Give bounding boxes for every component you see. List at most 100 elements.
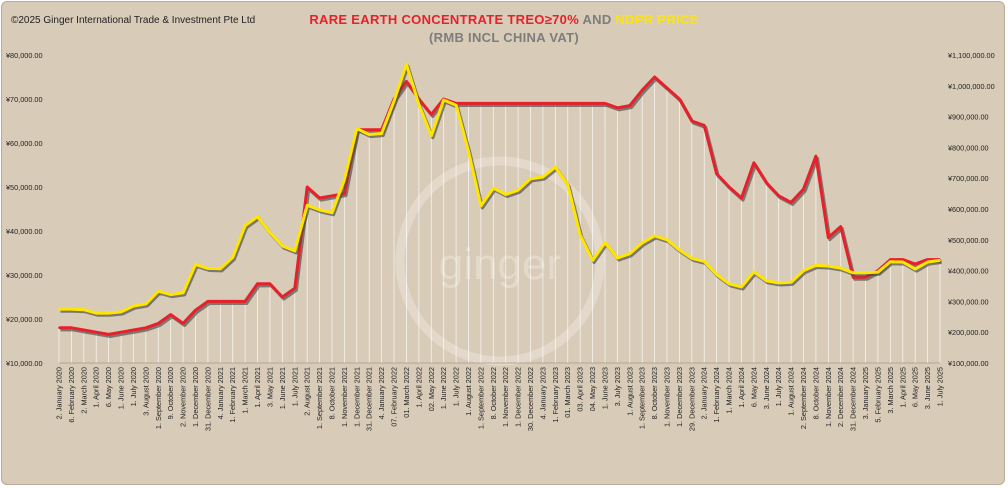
y-right-tick-label: ¥300,000.00 [948,297,989,306]
ndpr-point [703,260,706,263]
x-tick-label: 1. June 2023 [600,367,609,409]
x-tick-label: 1. June 2021 [278,367,287,409]
x-tick-label: 1. September 2021 [315,367,324,429]
x-tick-label: 3. May 2021 [265,367,274,407]
y-right-tick-label: ¥600,000.00 [948,205,989,214]
treo-point [256,282,259,285]
ndpr-point [740,286,743,288]
x-tick-label: 1. April 2020 [92,367,101,408]
ndpr-point [442,99,445,101]
treo-point [269,282,271,285]
ndpr-point [752,270,755,273]
ndpr-point [914,268,917,270]
treo-point [554,102,557,105]
ndpr-point [231,256,234,259]
ndpr-point [653,234,656,237]
ndpr-point [517,189,520,192]
treo-point [690,120,693,122]
x-tick-label: 1. June 2022 [439,367,448,409]
treo-point [641,89,644,92]
ndpr-point [604,241,606,244]
y-right-tick-label: ¥200,000.00 [948,328,989,337]
ndpr-point [306,204,309,207]
treo-point [604,102,606,105]
y-right-tick-label: ¥100,000.00 [948,359,989,368]
y-axis-right: ¥100,000.00 ¥200,000.00 ¥300,000.00 ¥400,00… [948,51,995,368]
x-tick-label: 3. June 2024 [762,367,771,409]
treo-point [479,102,482,105]
ndpr-point [405,63,408,66]
ndpr-point [343,178,346,181]
treo-point [777,194,780,197]
treo-point [144,326,147,329]
x-tick-label: 6. February 2020 [67,367,76,423]
x-tick-label: 1. November 2023 [663,367,672,427]
x-tick-label: 1. March 2021 [241,367,250,414]
x-tick-label: 01. March 2023 [563,367,572,418]
ndpr-point [889,260,892,263]
treo-point [566,102,569,105]
x-tick-label: 3. March 2025 [886,367,895,414]
x-tick-label: 1. February 2024 [712,367,721,423]
ndpr-point [579,234,582,237]
ndpr-point [244,224,247,227]
treo-point [529,102,532,105]
treo-point [728,186,730,188]
ndpr-point [790,281,792,284]
watermark-ring [395,156,605,366]
ndpr-point [852,271,855,274]
treo-point [815,155,817,158]
ndpr-point [281,245,284,247]
y-left-tick-label: ¥50,000.00 [6,183,43,192]
ndpr-point [641,241,644,244]
ndpr-point [728,282,730,285]
x-tick-label: 2. August 2021 [303,367,312,416]
treo-point [889,258,892,261]
x-tick-label: 1. December 2022 [514,367,523,427]
ndpr-point [765,279,768,282]
y-left-tick-label: ¥70,000.00 [6,95,43,104]
x-tick-label: 31. December 2021 [365,367,374,431]
treo-point [765,181,768,184]
title-and: AND [579,12,616,27]
x-tick-label: 1. November 2024 [824,367,833,427]
y-right-tick-label: ¥500,000.00 [948,236,989,245]
watermark-text: ginger [439,240,561,289]
treo-point [405,80,408,83]
ndpr-point [256,215,259,218]
x-tick-label: 8. October 2024 [811,367,820,419]
x-tick-label: 02. May 2022 [427,367,436,411]
x-tick-label: 2. December 2024 [836,367,845,427]
treo-point [492,102,495,105]
ndpr-point [591,259,594,262]
ndpr-point [157,290,160,293]
x-tick-label: 2. January 2024 [700,367,709,419]
y-right-tick-label: ¥700,000.00 [948,174,989,183]
x-tick-label: 1. August 2022 [464,367,473,416]
treo-point [653,76,656,78]
ndpr-point [430,134,433,137]
x-tick-label: 01. March 2022 [402,367,411,418]
treo-point [852,276,855,279]
ndpr-point [331,211,333,214]
x-tick-label: 4. January 2021 [216,367,225,419]
x-tick-label: 8. October 2021 [327,367,336,419]
treo-point [70,326,73,329]
ginger-watermark: ginger [395,156,605,366]
x-tick-label: 2. September 2024 [799,367,808,429]
x-tick-label: 1. August 2023 [625,367,634,416]
x-tick-label: 1. April 2025 [898,367,907,408]
treo-point [368,128,371,131]
treo-point [281,296,284,298]
series-shadow [60,77,942,338]
ndpr-point [690,257,693,260]
treo-point [467,102,470,105]
copyright-text: ©2025 Ginger International Trade & Inves… [11,15,256,26]
y-left-tick-label: ¥10,000.00 [6,359,43,368]
x-tick-label: 6. May 2020 [104,367,113,407]
x-tick-label: 1. July 2024 [774,367,783,406]
ndpr-point [864,271,867,274]
treo-point [182,322,184,325]
x-tick-label: 3. July 2023 [613,367,622,406]
